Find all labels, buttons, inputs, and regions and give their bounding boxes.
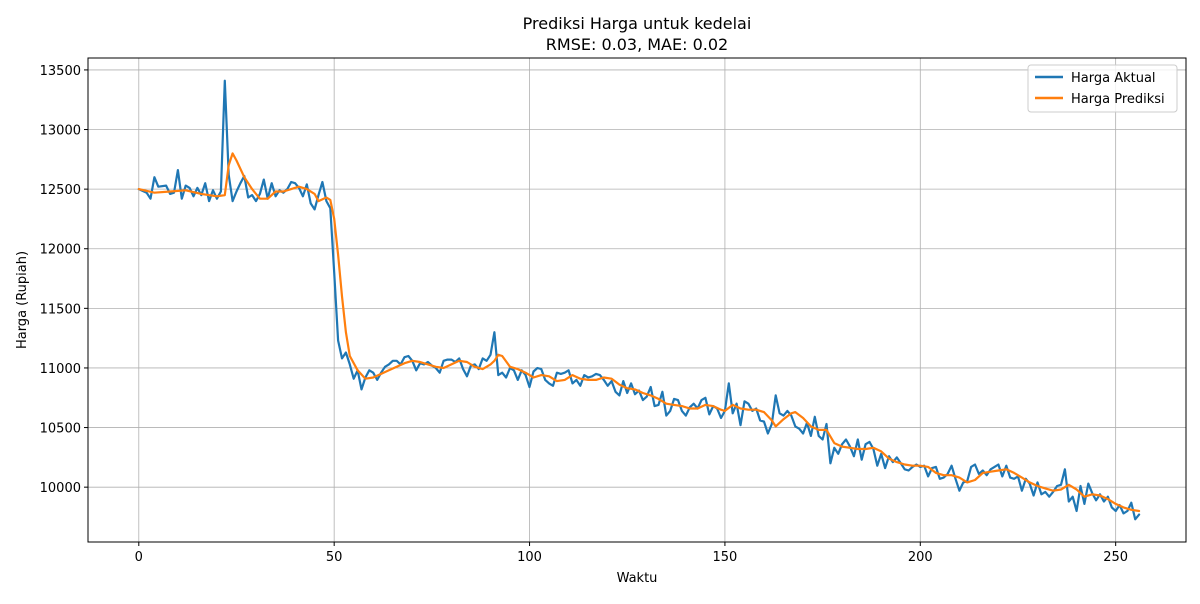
series-line-actual (137, 79, 1141, 521)
y-axis-ticks: 10000 10500 11000 11500 12000 12500 13000 13500 (40, 64, 88, 496)
grid-lines (88, 58, 1186, 542)
x-tick-label: 100 (517, 550, 542, 565)
y-tick-label: 13500 (40, 64, 81, 79)
y-tick-label: 12000 (40, 243, 81, 258)
y-tick-label: 13000 (40, 124, 81, 139)
series-line-predicted (137, 152, 1141, 513)
series-group (137, 79, 1141, 521)
y-tick-label: 10000 (40, 481, 81, 496)
y-tick-label: 10500 (40, 422, 81, 437)
x-tick-label: 0 (135, 550, 143, 565)
x-tick-label: 150 (713, 550, 738, 565)
y-tick-label: 11500 (40, 302, 81, 317)
y-tick-label: 11000 (40, 362, 81, 377)
legend-label-predicted: Harga Prediksi (1071, 92, 1165, 107)
chart-subtitle: RMSE: 0.03, MAE: 0.02 (546, 35, 728, 54)
y-tick-label: 12500 (40, 183, 81, 198)
legend: Harga Aktual Harga Prediksi (1027, 64, 1178, 113)
x-axis-ticks: 0 50 100 150 200 250 (135, 542, 1128, 565)
x-tick-label: 200 (908, 550, 933, 565)
legend-label-actual: Harga Aktual (1071, 71, 1156, 86)
x-tick-label: 250 (1103, 550, 1128, 565)
x-tick-label: 50 (326, 550, 343, 565)
chart-title: Prediksi Harga untuk kedelai (523, 14, 752, 33)
legend-box (1027, 64, 1178, 113)
plot-frame (87, 57, 1187, 543)
y-axis-label: Harga (Rupiah) (15, 251, 30, 349)
x-axis-label: Waktu (617, 571, 658, 586)
